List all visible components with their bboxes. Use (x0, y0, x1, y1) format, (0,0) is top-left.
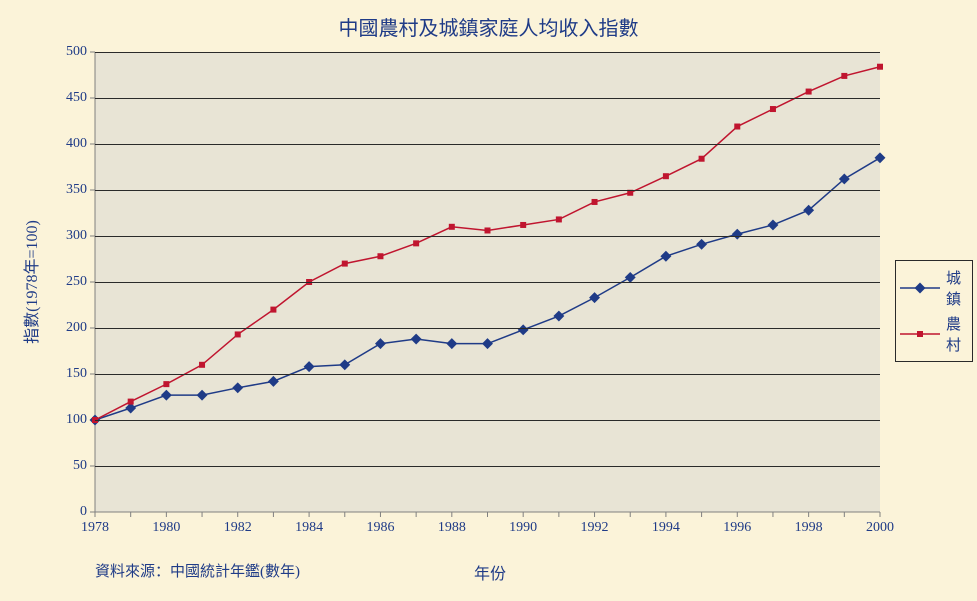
series-農村 (92, 64, 883, 423)
legend-item: 城鎮 (900, 267, 968, 309)
y-tick-label: 450 (47, 90, 87, 106)
x-tick-label: 1992 (581, 520, 609, 536)
series-城鎮 (90, 152, 886, 425)
y-axis-title: 指數(1978年=100) (18, 220, 42, 344)
legend-swatch (900, 281, 940, 295)
source-note: 資料來源：中國統計年鑑(數年) (95, 560, 300, 581)
legend-item: 農村 (900, 313, 968, 355)
legend-label: 農村 (946, 313, 968, 355)
chart-container: 中國農村及城鎮家庭人均收入指數 指數(1978年=100) 年份 資料來源：中國… (0, 0, 977, 601)
x-tick-label: 1982 (224, 520, 252, 536)
legend: 城鎮農村 (895, 260, 973, 362)
y-tick-label: 150 (47, 366, 87, 382)
x-tick-label: 1994 (652, 520, 680, 536)
x-tick-label: 1998 (795, 520, 823, 536)
gridline (95, 374, 880, 375)
y-tick-label: 250 (47, 274, 87, 290)
x-tick-label: 1984 (295, 520, 323, 536)
gridline (95, 282, 880, 283)
gridline (95, 144, 880, 145)
gridline (95, 328, 880, 329)
legend-swatch (900, 327, 940, 341)
gridline (95, 190, 880, 191)
x-tick-label: 1986 (366, 520, 394, 536)
y-tick-label: 100 (47, 412, 87, 428)
y-tick-label: 400 (47, 136, 87, 152)
gridline (95, 52, 880, 53)
y-tick-label: 300 (47, 228, 87, 244)
gridline (95, 236, 880, 237)
x-tick-label: 1996 (723, 520, 751, 536)
y-tick-label: 200 (47, 320, 87, 336)
chart-title: 中國農村及城鎮家庭人均收入指數 (0, 12, 977, 41)
x-tick-label: 1980 (152, 520, 180, 536)
x-tick-label: 1978 (81, 520, 109, 536)
y-tick-label: 350 (47, 182, 87, 198)
x-tick-label: 2000 (866, 520, 894, 536)
x-tick-label: 1990 (509, 520, 537, 536)
x-axis-title: 年份 (474, 560, 506, 584)
y-tick-label: 50 (47, 458, 87, 474)
gridline (95, 98, 880, 99)
x-tick-label: 1988 (438, 520, 466, 536)
gridline (95, 466, 880, 467)
legend-label: 城鎮 (946, 267, 968, 309)
gridline (95, 420, 880, 421)
plot-area (95, 52, 880, 512)
y-tick-label: 500 (47, 44, 87, 60)
y-tick-label: 0 (47, 504, 87, 520)
